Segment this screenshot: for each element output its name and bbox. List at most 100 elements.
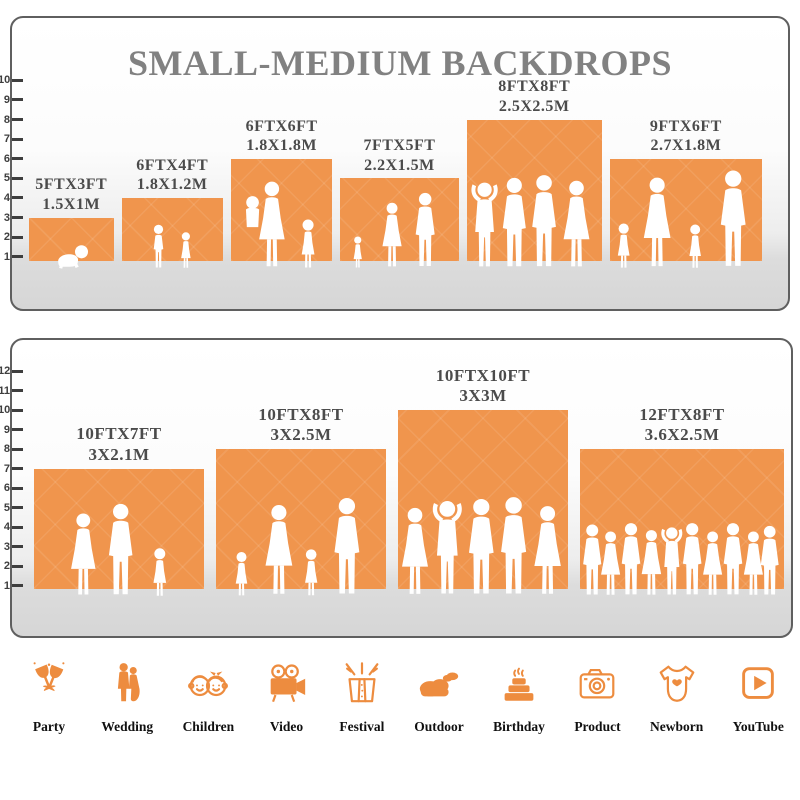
ruler-tick (12, 428, 23, 431)
category-item-wedding: Wedding (101, 660, 153, 735)
size-m-label: 1.5X1M (42, 195, 101, 213)
category-item-festival: Festival (339, 660, 385, 735)
ruler-tick (12, 255, 23, 259)
large-backdrops-panel: 1 2 3 4 5 6 7 8 9 10 11 12 10FTX7FT 3X2.1M 10FTX8FT 3X2… (0, 338, 793, 638)
girl-silhouette (305, 549, 318, 596)
category-item-party: Party (26, 660, 72, 735)
category-label: Wedding (101, 719, 154, 734)
girl-silhouette (353, 236, 363, 268)
backdrop-size-label: 10FTX10FT 3X3M (436, 366, 530, 407)
girl-silhouette (153, 547, 167, 596)
size-ft-label: 9FTX6FT (649, 117, 722, 135)
ruler-number: 10 (0, 404, 11, 416)
ruler-tick (12, 235, 23, 239)
figures-silhouette (617, 170, 746, 268)
category-item-product: Product (574, 660, 621, 735)
ruler-tick (12, 118, 23, 121)
woman-silhouette (703, 531, 723, 595)
man-silhouette (501, 497, 527, 594)
size-m-label: 2.7X1.8M (650, 137, 722, 155)
ruler-tick (12, 545, 23, 548)
size-ft-label: 6FTX6FT (245, 117, 318, 135)
backdrop-rect (121, 197, 223, 261)
figures-silhouette (153, 224, 191, 268)
backdrop-size-label: 8FTX8FT 2.5X2.5M (498, 77, 570, 116)
category-item-youtube: YouTube (733, 660, 784, 735)
girl-silhouette (301, 219, 315, 268)
ruler-number: 9 (3, 423, 10, 436)
ruler-number: 1 (3, 579, 10, 592)
ruler-tick (12, 564, 23, 568)
ruler-tick (12, 447, 23, 451)
figures-silhouette (235, 497, 360, 596)
woman-silhouette (643, 177, 671, 266)
figures-silhouette (402, 497, 561, 594)
figures-silhouette (58, 244, 89, 269)
category-label: Newborn (649, 719, 704, 734)
man-silhouette (108, 503, 133, 594)
newborn-icon (654, 660, 700, 706)
backdrop-rect (29, 217, 114, 261)
ruler-tick (12, 176, 23, 180)
size-m-label: 2.2X1.5M (364, 156, 435, 174)
size-ft-label: 5FTX3FT (35, 176, 108, 194)
size-m-label: 3X2.1M (88, 444, 150, 464)
ruler-tick (12, 196, 23, 200)
backdrop-size-label: 7FTX5FT 2.2X1.5M (363, 136, 435, 175)
ruler-number: 8 (3, 443, 10, 455)
size-m-label: 1.8X1.2M (136, 176, 208, 194)
page-title: SMALL-MEDIUM BACKDROPS (127, 43, 672, 83)
man-silhouette (531, 174, 556, 266)
size-m-label: 2.5X2.5M (498, 97, 570, 115)
woman-silhouette (71, 512, 96, 595)
ruler-number: 9 (3, 93, 10, 106)
ruler-tick (12, 78, 23, 82)
man-up-silhouette (471, 182, 498, 266)
size-ft-label: 8FTX8FT (498, 78, 571, 96)
man-silhouette (760, 525, 779, 595)
party-icon (26, 660, 72, 706)
ruler-number: 12 (0, 365, 11, 377)
ruler-number: 4 (3, 191, 10, 204)
category-label: Outdoor (414, 719, 464, 734)
ruler-tick (12, 157, 23, 161)
ruler-tick (12, 584, 23, 587)
figures-silhouette (583, 523, 779, 595)
category-item-birthday: Birthday (493, 660, 545, 735)
product-icon (574, 660, 620, 706)
girl-silhouette (180, 232, 191, 268)
category-label: YouTube (732, 719, 784, 734)
man-silhouette (720, 170, 746, 266)
figures-silhouette (471, 174, 590, 266)
woman-silhouette (601, 531, 621, 595)
man-silhouette (621, 523, 641, 595)
backdrop-size-label: 6FTX6FT 1.8X1.8M (246, 117, 318, 156)
size-ft-label: 10FTX10FT (435, 365, 531, 385)
children-icon (185, 660, 231, 706)
category-item-children: Children (183, 660, 234, 735)
boy-silhouette (153, 224, 163, 268)
girl-silhouette (235, 552, 248, 596)
ruler-number: 6 (3, 152, 10, 165)
size-ft-label: 7FTX5FT (363, 137, 436, 155)
ruler-number: 1 (3, 250, 10, 263)
ruler-number: 10 (0, 74, 11, 87)
figures-silhouette (245, 181, 315, 268)
ruler-tick (12, 369, 23, 373)
ruler-number: 2 (3, 560, 10, 572)
man-silhouette (682, 523, 702, 595)
youtube-icon (735, 660, 781, 706)
ruler-tick (12, 98, 23, 102)
ruler-tick (12, 525, 23, 529)
woman-silhouette (641, 530, 662, 595)
size-ft-label: 12FTX8FT (639, 404, 725, 424)
baby-silhouette (58, 244, 89, 269)
man-silhouette (415, 193, 435, 267)
girl-silhouette (689, 224, 701, 268)
ruler-tick (12, 408, 23, 412)
backdrop-size-label: 6FTX4FT 1.8X1.2M (136, 156, 208, 195)
category-label: Video (269, 719, 304, 734)
ruler-number: 2 (3, 231, 10, 244)
ruler-number: 7 (3, 462, 10, 475)
